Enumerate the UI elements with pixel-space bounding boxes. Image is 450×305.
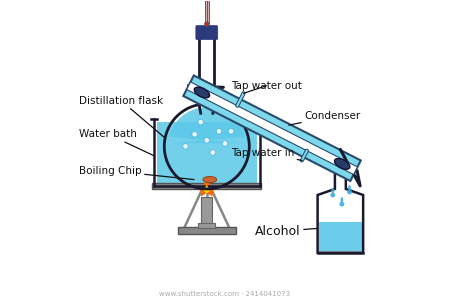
FancyBboxPatch shape <box>198 223 215 228</box>
FancyBboxPatch shape <box>178 227 236 235</box>
Text: Condenser: Condenser <box>289 111 360 125</box>
Circle shape <box>205 22 209 26</box>
Text: Alcohol: Alcohol <box>255 225 318 238</box>
Text: Distillation flask: Distillation flask <box>79 96 164 137</box>
Circle shape <box>222 141 228 146</box>
Circle shape <box>216 128 222 134</box>
Circle shape <box>210 150 216 155</box>
Circle shape <box>347 189 352 194</box>
Ellipse shape <box>341 197 343 203</box>
FancyBboxPatch shape <box>196 26 218 40</box>
Circle shape <box>339 202 344 206</box>
Text: Tap water out: Tap water out <box>231 81 302 93</box>
Text: Thermometer: Thermometer <box>0 304 1 305</box>
Circle shape <box>228 128 234 134</box>
Ellipse shape <box>331 188 334 193</box>
Text: www.shutterstock.com · 2414041073: www.shutterstock.com · 2414041073 <box>159 291 291 297</box>
Ellipse shape <box>348 185 351 190</box>
Ellipse shape <box>334 159 350 169</box>
Circle shape <box>330 192 335 197</box>
Polygon shape <box>157 122 257 183</box>
Ellipse shape <box>194 87 210 98</box>
Polygon shape <box>183 75 361 181</box>
Polygon shape <box>169 107 245 143</box>
Circle shape <box>204 138 210 143</box>
FancyBboxPatch shape <box>201 196 212 227</box>
Circle shape <box>198 119 203 125</box>
Polygon shape <box>187 82 357 174</box>
Circle shape <box>192 131 198 137</box>
Polygon shape <box>204 185 210 193</box>
Text: Tap water in: Tap water in <box>231 148 302 160</box>
Ellipse shape <box>203 177 216 183</box>
Polygon shape <box>200 180 213 196</box>
FancyBboxPatch shape <box>152 184 261 189</box>
Text: Boiling Chip: Boiling Chip <box>79 166 194 180</box>
Polygon shape <box>319 222 362 251</box>
Circle shape <box>183 144 188 149</box>
Text: Water bath: Water bath <box>79 129 153 156</box>
